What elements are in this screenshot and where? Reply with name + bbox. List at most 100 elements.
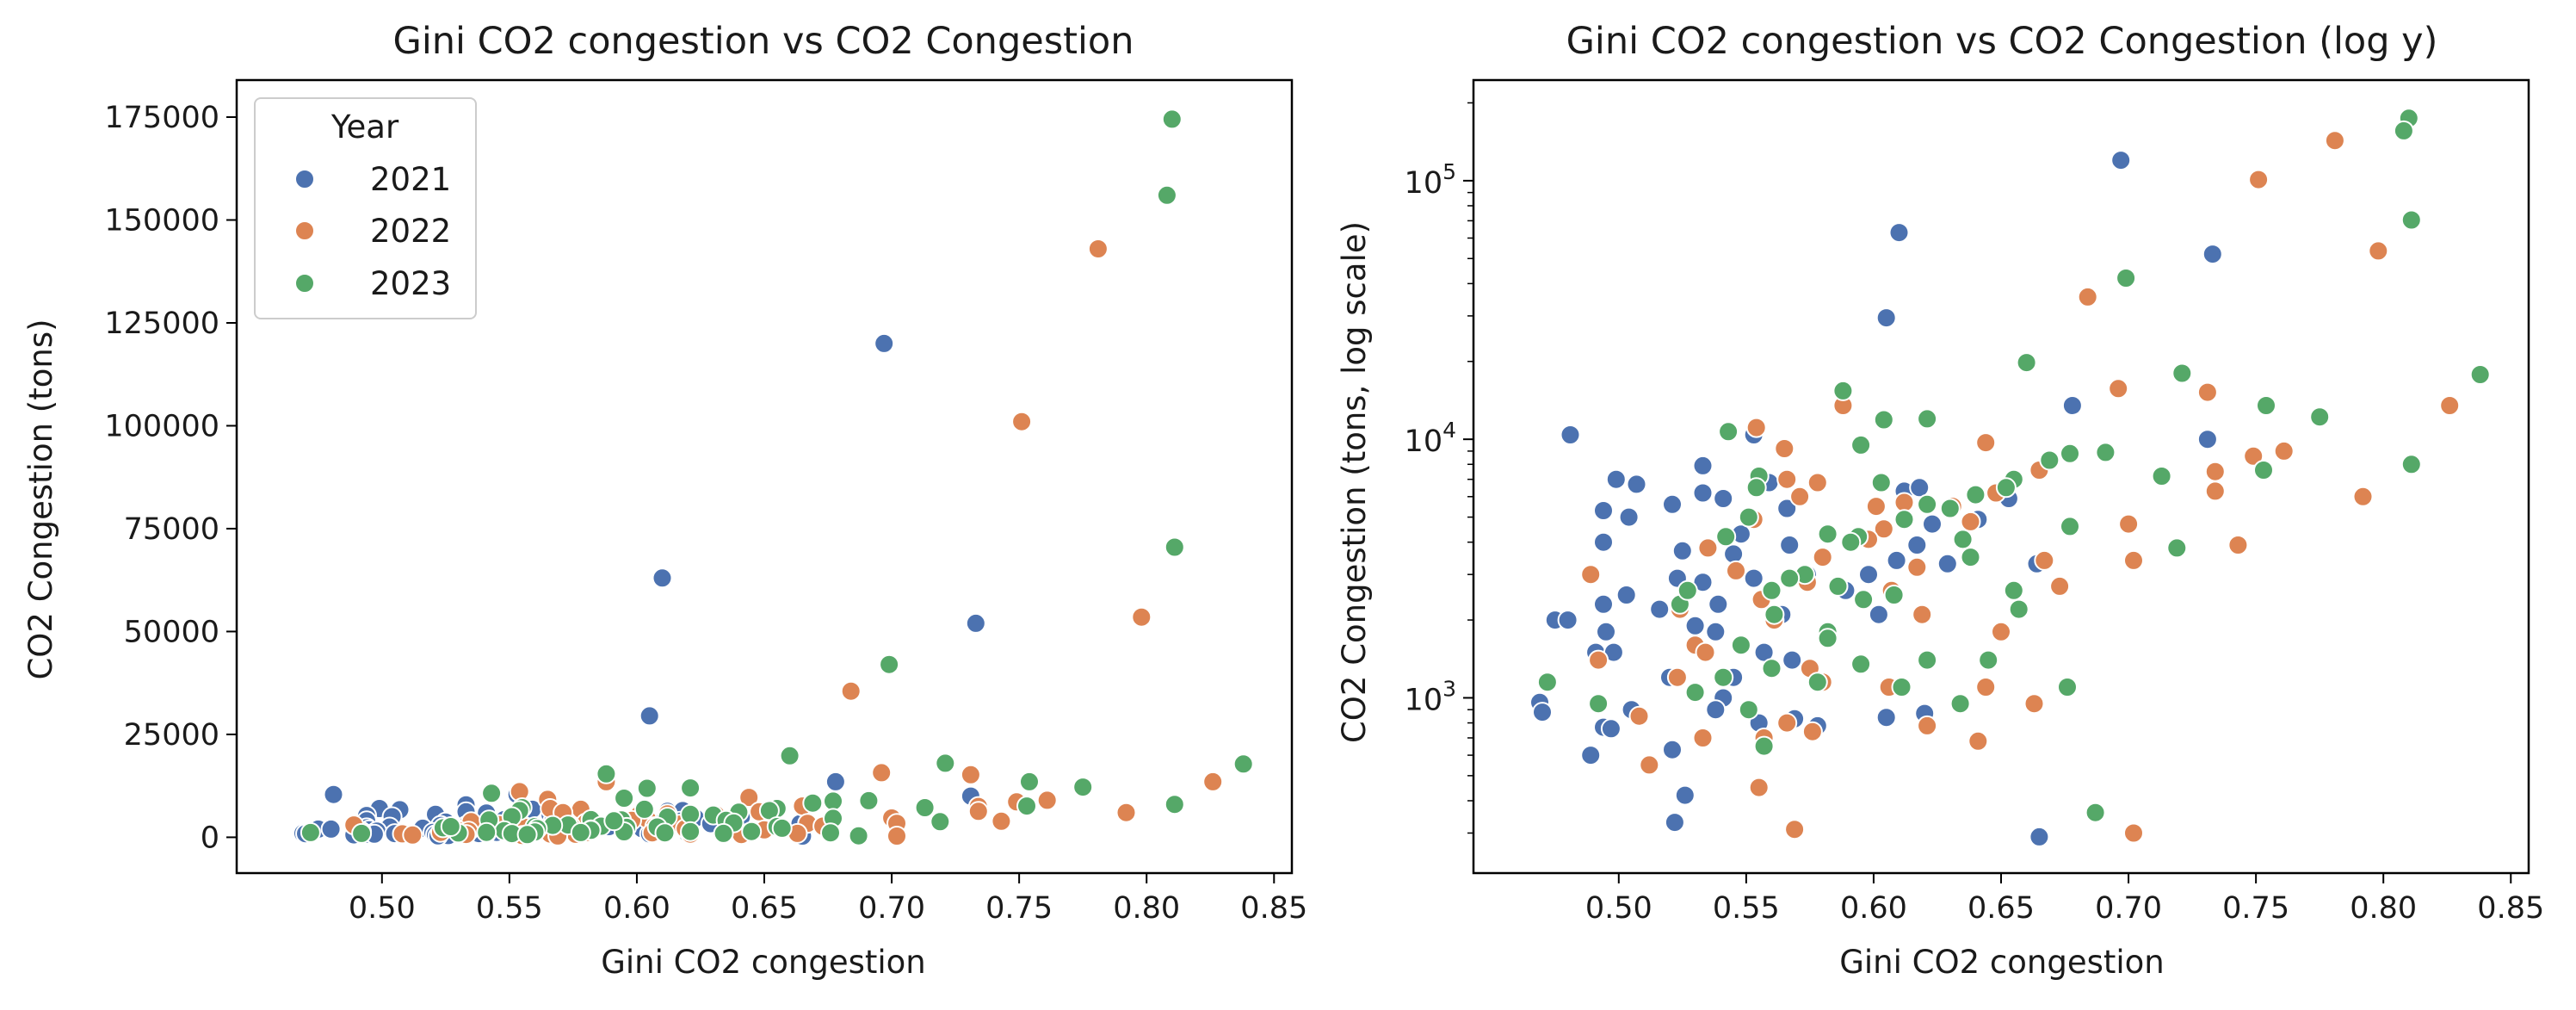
point-2023 (596, 763, 617, 784)
y-tick-label: 50000 (124, 615, 219, 649)
point-2021 (1662, 493, 1683, 515)
point-2023 (2060, 443, 2080, 464)
point-2023 (2309, 406, 2331, 428)
point-2021 (1626, 474, 1647, 495)
point-2022 (1975, 432, 1997, 454)
point-2021 (1875, 707, 1897, 728)
point-2023 (2008, 598, 2029, 620)
left-chart-title: Gini CO2 congestion vs CO2 Congestion (393, 20, 1134, 63)
x-tick-label: 0.75 (985, 891, 1053, 926)
point-2022 (1774, 438, 1795, 459)
point-2022 (1789, 486, 1811, 507)
left-x-axis-label: Gini CO2 congestion (601, 944, 926, 981)
point-2023 (1761, 579, 1782, 601)
point-2023 (858, 790, 880, 811)
point-2021 (1906, 535, 1928, 555)
legend-label-2023: 2023 (370, 265, 451, 302)
point-2022 (1812, 547, 1833, 568)
point-2021 (323, 784, 344, 805)
point-2021 (1705, 621, 1727, 642)
point-2023 (1949, 693, 1971, 715)
point-2022 (2204, 480, 2226, 502)
point-2023 (2116, 268, 2137, 288)
point-2023 (1738, 506, 1759, 528)
point-2023 (2057, 677, 2078, 697)
point-2023 (1730, 635, 1751, 656)
point-2021 (1596, 621, 1616, 642)
point-2021 (1674, 784, 1696, 806)
point-2022 (2204, 461, 2226, 482)
right-scatter-points (1529, 108, 2491, 847)
y-tick-label: 0 (201, 821, 219, 855)
point-2023 (2039, 449, 2060, 471)
point-2023 (2469, 364, 2491, 385)
legend-marker-2021 (294, 169, 315, 189)
point-2022 (2273, 440, 2295, 462)
point-2022 (1906, 556, 1928, 578)
point-2023 (1764, 604, 1785, 625)
point-2023 (1753, 735, 1775, 757)
point-2022 (402, 824, 423, 846)
point-2023 (680, 821, 701, 842)
point-2022 (991, 810, 1012, 832)
point-2021 (1858, 564, 1879, 586)
x-tick-label: 0.65 (1968, 891, 2035, 926)
point-2022 (1991, 621, 2011, 642)
point-2022 (1692, 728, 1714, 748)
legend-title: Year (330, 108, 399, 146)
point-2022 (738, 787, 760, 809)
point-2023 (654, 822, 676, 844)
point-2021 (1593, 500, 1614, 521)
point-2022 (1917, 715, 1938, 736)
point-2023 (2393, 120, 2414, 141)
left-axes-frame (235, 78, 1294, 875)
x-tick-label: 0.60 (603, 891, 670, 926)
point-2022 (2118, 513, 2140, 535)
point-2022 (2439, 395, 2461, 416)
point-2021 (1782, 649, 1803, 671)
point-2023 (879, 654, 900, 675)
legend: Year 2021 2022 2023 (254, 97, 477, 319)
point-2022 (960, 764, 981, 785)
point-2023 (1952, 529, 1974, 550)
x-tick-label: 0.60 (1840, 891, 1907, 926)
point-2023 (1817, 524, 1838, 545)
point-2022 (2034, 549, 2055, 571)
point-2021 (1649, 598, 1671, 620)
point-2023 (1684, 682, 1706, 703)
point-2022 (1776, 468, 1798, 490)
point-2023 (779, 745, 800, 766)
x-tick-label: 0.55 (1713, 891, 1780, 926)
point-2022 (1865, 496, 1887, 517)
point-2023 (1850, 654, 1872, 675)
point-2022 (1036, 790, 1058, 811)
point-2022 (1628, 705, 1650, 727)
point-2023 (614, 788, 635, 809)
x-tick-label: 0.50 (1585, 891, 1652, 926)
point-2021 (1868, 604, 1889, 625)
point-2022 (1087, 239, 1109, 259)
point-2022 (2123, 822, 2144, 844)
point-2023 (440, 816, 461, 837)
point-2023 (1873, 409, 1894, 431)
point-2022 (1748, 777, 1770, 798)
point-2023 (1965, 484, 1986, 505)
point-2022 (886, 826, 907, 846)
point-2023 (516, 824, 538, 846)
point-2021 (2110, 150, 2132, 171)
point-2023 (2400, 209, 2422, 231)
point-2022 (1801, 721, 1823, 742)
point-2021 (1692, 482, 1714, 504)
point-2023 (680, 778, 701, 799)
point-2023 (2166, 537, 2188, 559)
left-y-axis-label: CO2 Congestion (tons) (22, 319, 59, 679)
point-2023 (1832, 380, 1854, 401)
point-2023 (2060, 516, 2080, 537)
x-tick-label: 0.75 (2222, 891, 2289, 926)
point-2021 (1593, 593, 1614, 615)
point-2022 (1695, 641, 1716, 663)
point-2023 (1161, 108, 1183, 130)
point-2023 (351, 822, 373, 844)
point-2021 (1776, 498, 1798, 519)
legend-marker-2023 (294, 273, 315, 294)
